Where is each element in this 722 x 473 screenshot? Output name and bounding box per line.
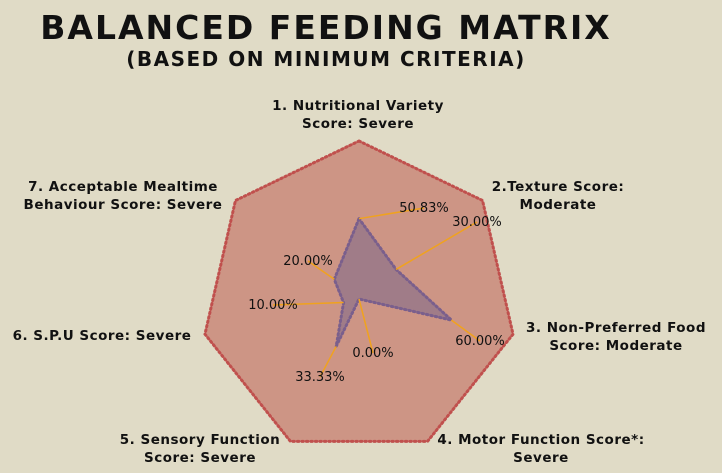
data-label: 50.83%: [399, 201, 449, 216]
data-label: 60.00%: [455, 334, 505, 349]
leader-line: [307, 260, 335, 280]
leader-line: [272, 301, 344, 306]
axis-label: 4. Motor Function Score*: Severe: [437, 432, 644, 466]
leader-line: [319, 346, 337, 378]
axis-label: 7. Acceptable Mealtime Behaviour Score: S…: [24, 179, 223, 213]
axis-label: 5. Sensory Function Score: Severe: [120, 432, 280, 466]
axis-label: 1. Nutritional Variety Score: Severe: [272, 98, 444, 132]
leader-line: [450, 319, 481, 342]
data-label: 0.00%: [352, 346, 393, 361]
leader-line: [395, 221, 478, 271]
data-label: 33.33%: [295, 370, 345, 385]
axis-label: 3. Non-Preferred Food Score: Moderate: [526, 320, 706, 354]
data-label: 30.00%: [452, 215, 502, 230]
series-score-polygon: [332, 215, 457, 348]
chart-title: BALANCED FEEDING MATRIX: [40, 8, 612, 47]
data-label: 10.00%: [248, 298, 298, 313]
axis-label: 6. S.P.U Score: Severe: [13, 328, 192, 344]
leader-line: [358, 298, 374, 354]
data-label: 20.00%: [283, 254, 333, 269]
chart-subtitle: (BASED ON MINIMUM CRITERIA): [126, 47, 526, 71]
leader-line: [358, 207, 425, 220]
axis-label: 2.Texture Score: Moderate: [492, 179, 625, 213]
